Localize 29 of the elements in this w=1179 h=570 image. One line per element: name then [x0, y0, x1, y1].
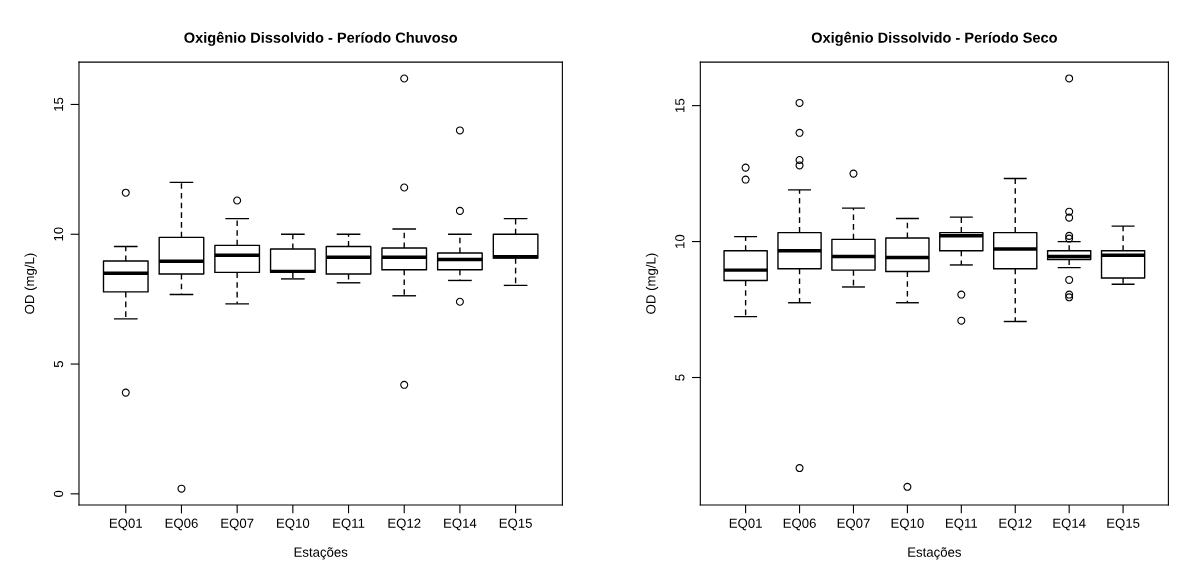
y-axis-title: OD (mg/L) [24, 253, 37, 314]
y-tick-label: 0 [53, 490, 64, 498]
chart-title: Oxigênio Dissolvido - Período Seco [811, 31, 1057, 46]
x-tick-label: EQ14 [1053, 518, 1086, 531]
x-axis-title: Estações [294, 547, 348, 560]
y-tick-label: 15 [53, 97, 64, 111]
y-tick-label: 10 [675, 234, 685, 248]
y-tick-label: 5 [53, 360, 64, 368]
y-tick-label: 10 [53, 227, 64, 241]
x-axis-title: Estações [908, 547, 962, 560]
chart-title: Oxigênio Dissolvido - Período Chuvoso [184, 31, 458, 46]
x-tick-label: EQ11 [333, 518, 365, 531]
x-tick-label: EQ10 [277, 518, 310, 531]
x-tick-label: EQ07 [221, 518, 254, 531]
x-tick-label: EQ01 [109, 518, 142, 531]
y-tick-label: 5 [675, 374, 685, 381]
x-tick-label: EQ10 [891, 518, 924, 531]
x-tick-label: EQ14 [444, 518, 477, 531]
x-tick-label: EQ12 [999, 518, 1032, 531]
x-tick-label: EQ07 [837, 518, 870, 531]
x-tick-label: EQ12 [388, 518, 421, 531]
x-tick-label: EQ15 [1107, 518, 1140, 531]
x-tick-label: EQ11 [946, 518, 978, 531]
y-tick-label: 15 [675, 98, 685, 112]
x-tick-label: EQ06 [165, 518, 198, 531]
x-tick-label: EQ01 [729, 518, 762, 531]
y-axis-title: OD (mg/L) [645, 253, 659, 314]
x-tick-label: EQ06 [783, 518, 816, 531]
x-tick-label: EQ15 [499, 518, 532, 531]
